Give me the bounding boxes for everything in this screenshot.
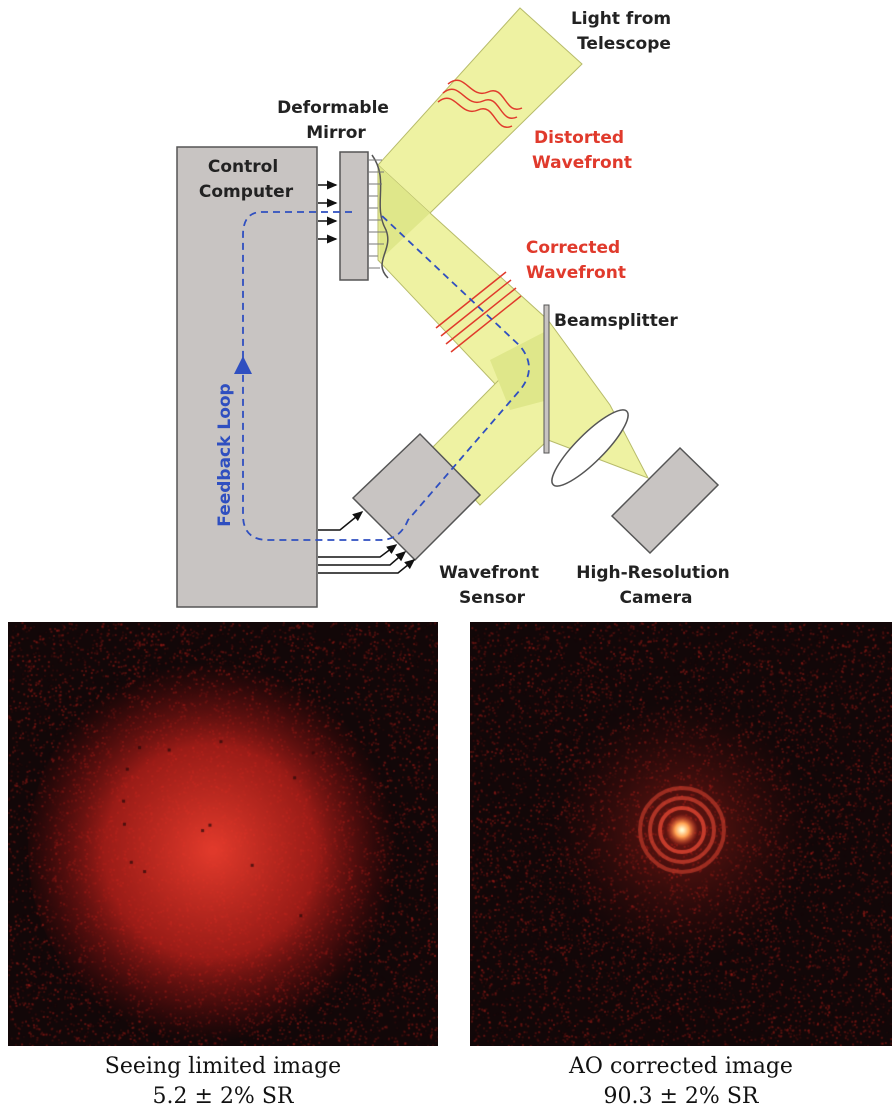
caption-seeing-limited: Seeing limited image 5.2 ± 2% SR [8, 1052, 438, 1112]
caption-ao-corrected: AO corrected image 90.3 ± 2% SR [470, 1052, 892, 1112]
label-feedback-loop: Feedback Loop [215, 383, 235, 526]
label-beamsplitter: Beamsplitter [554, 311, 678, 331]
caption-ao-corrected-strehl: 90.3 ± 2% SR [603, 1084, 759, 1109]
ao-corrected-psf [470, 622, 892, 1046]
label-light-from-telescope: Light from Telescope [571, 9, 677, 54]
caption-seeing-limited-title: Seeing limited image [104, 1054, 342, 1079]
caption-ao-corrected-title: AO corrected image [569, 1054, 793, 1079]
deformable-mirror-surface [371, 154, 389, 279]
control-computer-box [176, 146, 318, 608]
seeing-limited-psf [8, 622, 438, 1046]
label-high-resolution-camera: High-Resolution Camera [576, 563, 735, 608]
mirror-actuators [368, 159, 386, 269]
adaptive-optics-diagram: Light from Telescope Deformable Mirror D… [176, 7, 735, 608]
label-wavefront-sensor: Wavefront Sensor [439, 563, 545, 608]
label-control-computer: Control Computer [199, 157, 294, 202]
high-resolution-camera-box [610, 446, 720, 555]
seeing-limited-image [8, 622, 438, 1046]
caption-seeing-limited-strehl: 5.2 ± 2% SR [152, 1084, 294, 1109]
label-deformable-mirror: Deformable Mirror [277, 98, 395, 143]
label-corrected-wavefront: Corrected Wavefront [526, 238, 626, 283]
beamsplitter-overlap-region [490, 330, 548, 410]
wavefront-sensor-box [351, 432, 482, 562]
camera-lens [551, 409, 629, 487]
mirror-overlap-region [378, 165, 430, 260]
feedback-loop-arrow [234, 356, 252, 374]
beamsplitter-plate [543, 304, 550, 454]
ao-corrected-image [470, 622, 892, 1046]
sensor-output-lines [318, 511, 416, 574]
label-distorted-wavefront: Distorted Wavefront [532, 128, 632, 173]
incoming-beam [377, 7, 583, 214]
deformable-mirror-body [339, 151, 369, 281]
mirror-control-arrows [318, 180, 338, 244]
distorted-wavefront-lines [437, 79, 523, 129]
feedback-loop-path [242, 211, 530, 541]
